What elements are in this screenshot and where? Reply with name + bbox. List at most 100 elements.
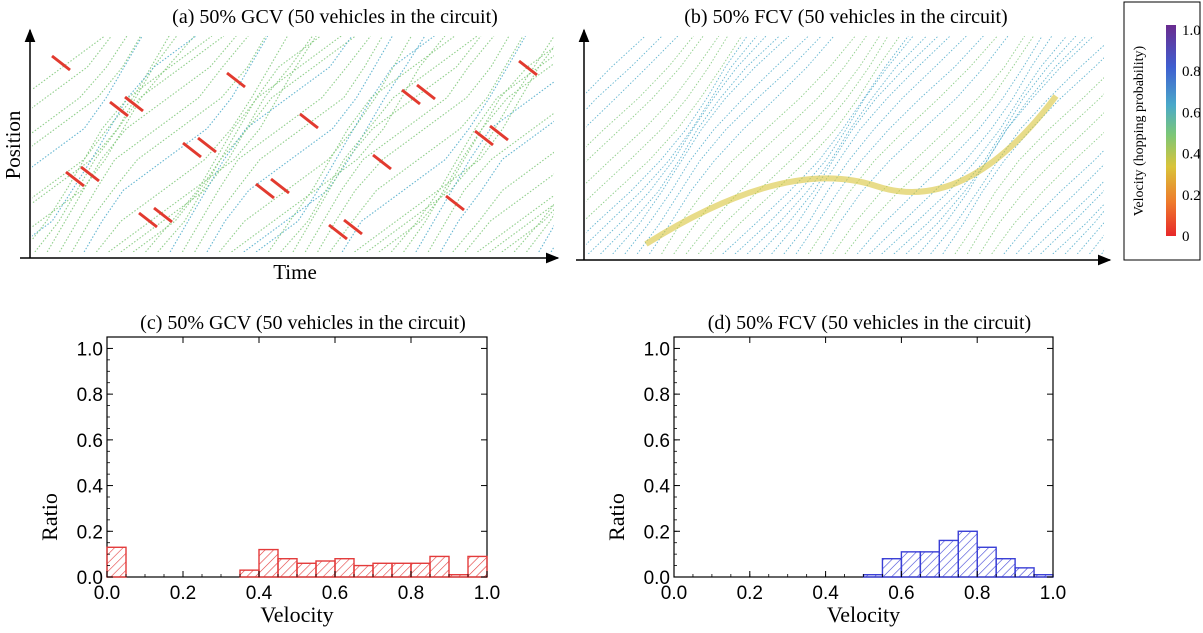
colorbar-tick-label: 1.0 — [1182, 23, 1201, 39]
vehicle-trajectory — [231, 36, 446, 252]
vehicle-trajectory — [181, 36, 372, 252]
histogram-bar — [957, 530, 978, 578]
histogram-bar — [296, 562, 317, 578]
vehicle-trajectory — [329, 36, 524, 252]
jam-mark — [445, 194, 465, 212]
histogram-bar — [372, 562, 393, 578]
vehicle-trajectory — [930, 44, 1104, 254]
vehicle-trajectory — [661, 36, 856, 254]
vehicle-trajectory — [477, 194, 554, 252]
vehicle-trajectory — [832, 36, 1025, 254]
vehicle-trajectory — [869, 36, 1053, 254]
jam-mark — [255, 182, 275, 200]
histogram-bar — [919, 551, 940, 578]
panel-b: (b) 50% FCV (50 vehicles in the circuit) — [576, 6, 1112, 266]
vehicle-trajectory — [280, 36, 478, 252]
vehicle-trajectory — [32, 36, 213, 241]
vehicle-trajectory — [354, 46, 554, 252]
histogram-bar — [976, 546, 997, 578]
position-axis-label: Position — [1, 110, 25, 179]
vehicle-trajectory — [169, 36, 353, 252]
jam-mark — [197, 136, 217, 154]
jam-mark — [343, 218, 363, 236]
space-time-diagram-a — [32, 36, 795, 252]
vehicle-trajectory — [46, 36, 237, 252]
vehicle-trajectory — [563, 36, 752, 252]
histogram-bar — [429, 555, 450, 578]
y-tick-label: 1.0 — [644, 339, 670, 360]
panel-a: (a) 50% GCV (50 vehicles in the circuit)… — [1, 6, 795, 284]
x-tick-label: 1.0 — [474, 583, 500, 604]
vehicle-trajectory — [586, 36, 729, 202]
plot-frame — [673, 336, 1054, 578]
jam-mark — [372, 153, 392, 171]
y-tick-label: 0.0 — [77, 568, 103, 589]
histogram-c: (c) 50% GCV (50 vehicles in the circuit)… — [37, 312, 500, 627]
vehicle-trajectory — [685, 36, 880, 254]
vehicle-trajectory — [586, 36, 748, 234]
x-tick-label: 0.6 — [322, 583, 348, 604]
vehicle-trajectory — [636, 36, 822, 254]
vehicle-trajectory — [32, 36, 178, 204]
x-tick-label: 0.8 — [398, 583, 424, 604]
histogram-bar — [467, 555, 488, 578]
vehicle-trajectory — [32, 36, 142, 147]
x-tick-label: 0.0 — [661, 583, 687, 604]
y-axis-label: Ratio — [604, 493, 629, 541]
jam-mark — [270, 177, 290, 195]
jam-mark — [489, 124, 509, 142]
vehicle-trajectory — [600, 36, 795, 252]
vehicle-trajectory — [1015, 163, 1104, 254]
vehicle-trajectory — [586, 36, 704, 163]
colorbar-tick-label: 0 — [1182, 229, 1190, 245]
vehicle-trajectory — [32, 36, 128, 134]
vehicle-trajectory — [390, 55, 554, 252]
vehicle-trajectory — [157, 36, 356, 252]
x-tick-label: 0.6 — [888, 583, 914, 604]
vehicle-trajectory — [95, 36, 288, 252]
jam-mark — [299, 112, 319, 130]
jam-mark — [474, 129, 494, 147]
vehicle-trajectory — [954, 77, 1104, 254]
jam-mark — [401, 88, 421, 106]
x-tick-label: 1.0 — [1040, 583, 1066, 604]
vehicle-trajectory — [844, 36, 1034, 254]
colorbar: Velocity (hopping probability) 1.0 0.8 0.6… — [1123, 1, 1201, 261]
y-tick-label: 0.0 — [644, 568, 670, 589]
vehicle-trajectory — [378, 46, 554, 252]
x-tick-label: 0.2 — [170, 583, 196, 604]
vehicle-trajectory — [513, 203, 554, 252]
x-tick-label: 0.8 — [964, 583, 990, 604]
congestion-band — [644, 94, 1059, 247]
time-axis-label: Time — [273, 260, 317, 284]
histogram-title: (d) 50% FCV (50 vehicles in the circuit) — [708, 312, 1031, 334]
y-tick-label: 0.6 — [644, 431, 670, 452]
histogram-bar — [258, 548, 279, 578]
x-tick-label: 0.2 — [737, 583, 763, 604]
jam-mark — [153, 206, 173, 224]
vehicle-trajectory — [145, 36, 342, 252]
vehicle-trajectory — [586, 36, 663, 111]
vehicle-trajectory — [194, 36, 383, 252]
vehicle-trajectory — [267, 36, 456, 252]
panel-a-title: (a) 50% GCV (50 vehicles in the circuit) — [172, 6, 498, 28]
colorbar-tick-label: 0.2 — [1182, 188, 1201, 204]
vehicle-trajectory — [489, 203, 554, 252]
jam-mark — [51, 54, 71, 72]
jam-mark — [138, 211, 158, 229]
jam-mark — [109, 100, 129, 118]
y-tick-label: 0.4 — [77, 477, 104, 498]
histogram-bar — [239, 569, 260, 578]
vehicle-trajectory — [366, 36, 554, 252]
histogram-d: (d) 50% FCV (50 vehicles in the circuit)… — [604, 312, 1066, 627]
vehicle-trajectory — [550, 245, 554, 252]
histogram-bar — [448, 574, 469, 578]
vehicle-trajectory — [710, 36, 901, 254]
vehicle-trajectory — [71, 36, 267, 252]
jam-mark — [124, 95, 144, 113]
x-tick-label: 0.4 — [812, 583, 839, 604]
vehicle-trajectory — [586, 36, 694, 148]
jam-mark — [65, 170, 85, 188]
vehicle-trajectory — [255, 36, 435, 252]
histogram-bar — [106, 546, 127, 578]
